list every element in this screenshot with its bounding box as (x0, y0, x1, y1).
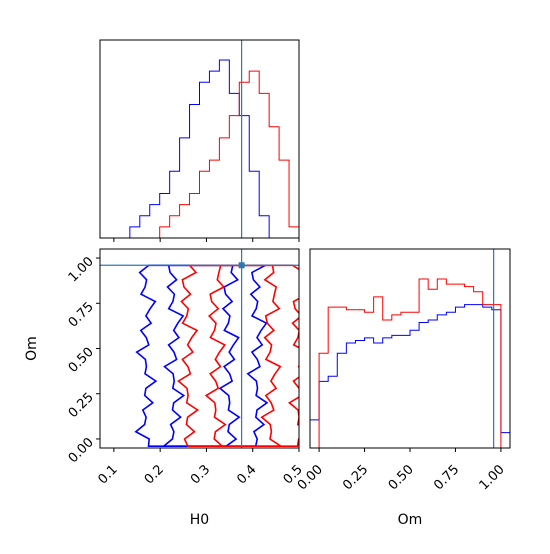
contour-inner-series-1 (204, 264, 284, 447)
om-hist-tick-label-4: 1.00 (477, 462, 508, 493)
om-hist-tick-label-1: 0.25 (340, 462, 371, 493)
om-tick-label-3: 0.75 (66, 299, 97, 330)
om-tick-label-2: 0.50 (66, 345, 97, 376)
om-tick-label-1: 0.25 (66, 390, 97, 421)
h0-tick-label-1: 0.2 (142, 462, 167, 487)
h0-tick-label-2: 0.3 (188, 462, 213, 487)
om-axis-label: Om (24, 336, 40, 361)
om-histogram-series-0 (310, 304, 510, 434)
contour-outer-series-0 (134, 264, 269, 447)
h0-tick-label-0: 0.1 (95, 462, 120, 487)
h0-histogram-series-0 (100, 59, 299, 239)
contour-outer-series-1 (177, 264, 299, 447)
h0-histogram-frame (99, 39, 300, 239)
om-hist-axis-label: Om (398, 512, 423, 528)
om-tick-label-0: 0.00 (66, 435, 97, 466)
om-hist-tick-label-2: 0.50 (386, 462, 417, 493)
h0-tick-label-3: 0.4 (234, 462, 259, 487)
contour-layer (134, 264, 299, 447)
om-hist-tick-label-3: 0.75 (431, 462, 462, 493)
om-tick-label-4: 1.00 (66, 254, 97, 285)
om-histogram-series-1 (310, 278, 510, 449)
contour-inner-series-0 (161, 264, 241, 447)
contour-frame (99, 248, 300, 449)
contour-truth-marker (238, 262, 245, 269)
om-histogram-frame (309, 248, 511, 449)
h0-axis-label: H0 (190, 512, 209, 528)
